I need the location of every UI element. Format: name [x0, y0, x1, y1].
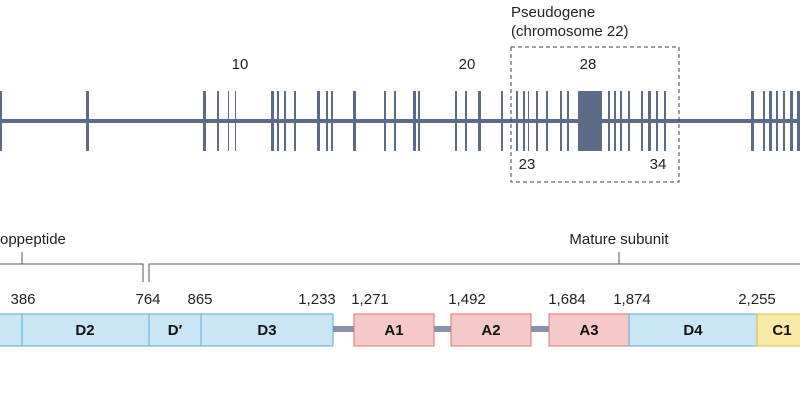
exon-bar — [501, 91, 503, 151]
position-1684: 1,684 — [548, 291, 586, 308]
exon-bar — [608, 91, 610, 151]
exon-bar — [797, 91, 800, 151]
exon-bar — [326, 91, 328, 151]
exon-bar — [664, 91, 666, 151]
exon-bar — [465, 91, 467, 151]
exon-bar — [235, 91, 236, 151]
exon-bar — [528, 91, 529, 151]
exon-bar — [478, 91, 481, 151]
exon-bar — [536, 91, 538, 151]
domain-a3 — [548, 313, 630, 347]
exon-bar — [203, 91, 206, 151]
exon-bar — [783, 91, 785, 151]
exon-bar — [641, 91, 643, 151]
domain-d1-partial — [0, 313, 23, 347]
protein-domains: D2 D′ D3 A1 A2 A3 D4 C1 — [0, 313, 800, 347]
domain-label-d2: D2 — [75, 322, 94, 339]
exon-bar — [317, 91, 320, 151]
exon-bar — [277, 91, 279, 151]
domain-label-c1: C1 — [772, 322, 791, 339]
linker-2 — [434, 326, 451, 332]
position-1874: 1,874 — [613, 291, 651, 308]
exon-bar — [790, 91, 793, 151]
exon-bar — [228, 91, 229, 151]
exon-label-23: 23 — [519, 156, 536, 173]
gene-structure: 10 20 28 23 34 Pseudogene (chromosome 22… — [0, 4, 800, 183]
exon-bar — [353, 91, 356, 151]
exon-bar — [578, 91, 602, 151]
position-764: 764 — [135, 291, 160, 308]
linker-1 — [333, 326, 354, 332]
exon-bar — [763, 91, 765, 151]
exon-label-28: 28 — [580, 56, 597, 73]
exon-bar — [769, 91, 772, 151]
pseudogene-box — [510, 46, 680, 183]
exon-bar — [751, 91, 754, 151]
position-386: 386 — [10, 291, 35, 308]
exon-bar — [656, 91, 658, 151]
domain-a1 — [353, 313, 435, 347]
exon-bars — [0, 91, 800, 151]
region-brackets: oppeptide Mature subunit — [0, 231, 800, 282]
domain-d3 — [200, 313, 334, 347]
exon-bar — [217, 91, 219, 151]
exon-bar — [0, 91, 2, 151]
exon-bar — [331, 91, 333, 151]
domain-d4 — [628, 313, 758, 347]
exon-label-10: 10 — [232, 56, 249, 73]
domain-label-a3: A3 — [579, 322, 598, 339]
exon-bar — [567, 91, 569, 151]
exon-bar — [546, 91, 548, 151]
exon-bar — [394, 91, 396, 151]
domain-d-prime — [148, 313, 202, 347]
propeptide-bracket — [0, 263, 144, 282]
position-2255: 2,255 — [738, 291, 776, 308]
mature-subunit-bracket — [148, 263, 800, 282]
pseudogene-title: Pseudogene — [511, 4, 595, 21]
exon-bar — [271, 91, 274, 151]
exon-bar — [614, 91, 616, 151]
exon-bar — [516, 91, 518, 151]
exon-bar — [418, 91, 420, 151]
exon-bar — [620, 91, 622, 151]
position-labels: 386 764 865 1,233 1,271 1,492 1,684 1,87… — [10, 291, 775, 308]
exon-bar — [628, 91, 630, 151]
exon-label-20: 20 — [459, 56, 476, 73]
position-1271: 1,271 — [351, 291, 389, 308]
exon-bar — [648, 91, 651, 151]
exon-bar — [523, 91, 525, 151]
domain-label-d4: D4 — [683, 322, 703, 339]
propeptide-label: oppeptide — [0, 231, 66, 248]
position-1492: 1,492 — [448, 291, 486, 308]
domain-c1 — [756, 313, 800, 347]
domain-a2 — [450, 313, 532, 347]
exon-bar — [384, 91, 386, 151]
domain-label-d-prime: D′ — [168, 322, 183, 339]
position-1233: 1,233 — [298, 291, 336, 308]
exon-bar — [560, 91, 562, 151]
exon-bar — [455, 91, 457, 151]
exon-bar — [776, 91, 778, 151]
domain-label-d3: D3 — [257, 322, 276, 339]
exon-bar — [294, 91, 296, 151]
linker-3 — [531, 326, 549, 332]
exon-bar — [413, 91, 416, 151]
exon-bar — [284, 91, 286, 151]
position-865: 865 — [187, 291, 212, 308]
exon-bar — [86, 91, 89, 151]
exon-label-34: 34 — [650, 156, 667, 173]
mature-subunit-label: Mature subunit — [569, 231, 669, 248]
domain-label-a1: A1 — [384, 322, 403, 339]
pseudogene-subtitle: (chromosome 22) — [511, 23, 629, 40]
domain-label-a2: A2 — [481, 322, 500, 339]
